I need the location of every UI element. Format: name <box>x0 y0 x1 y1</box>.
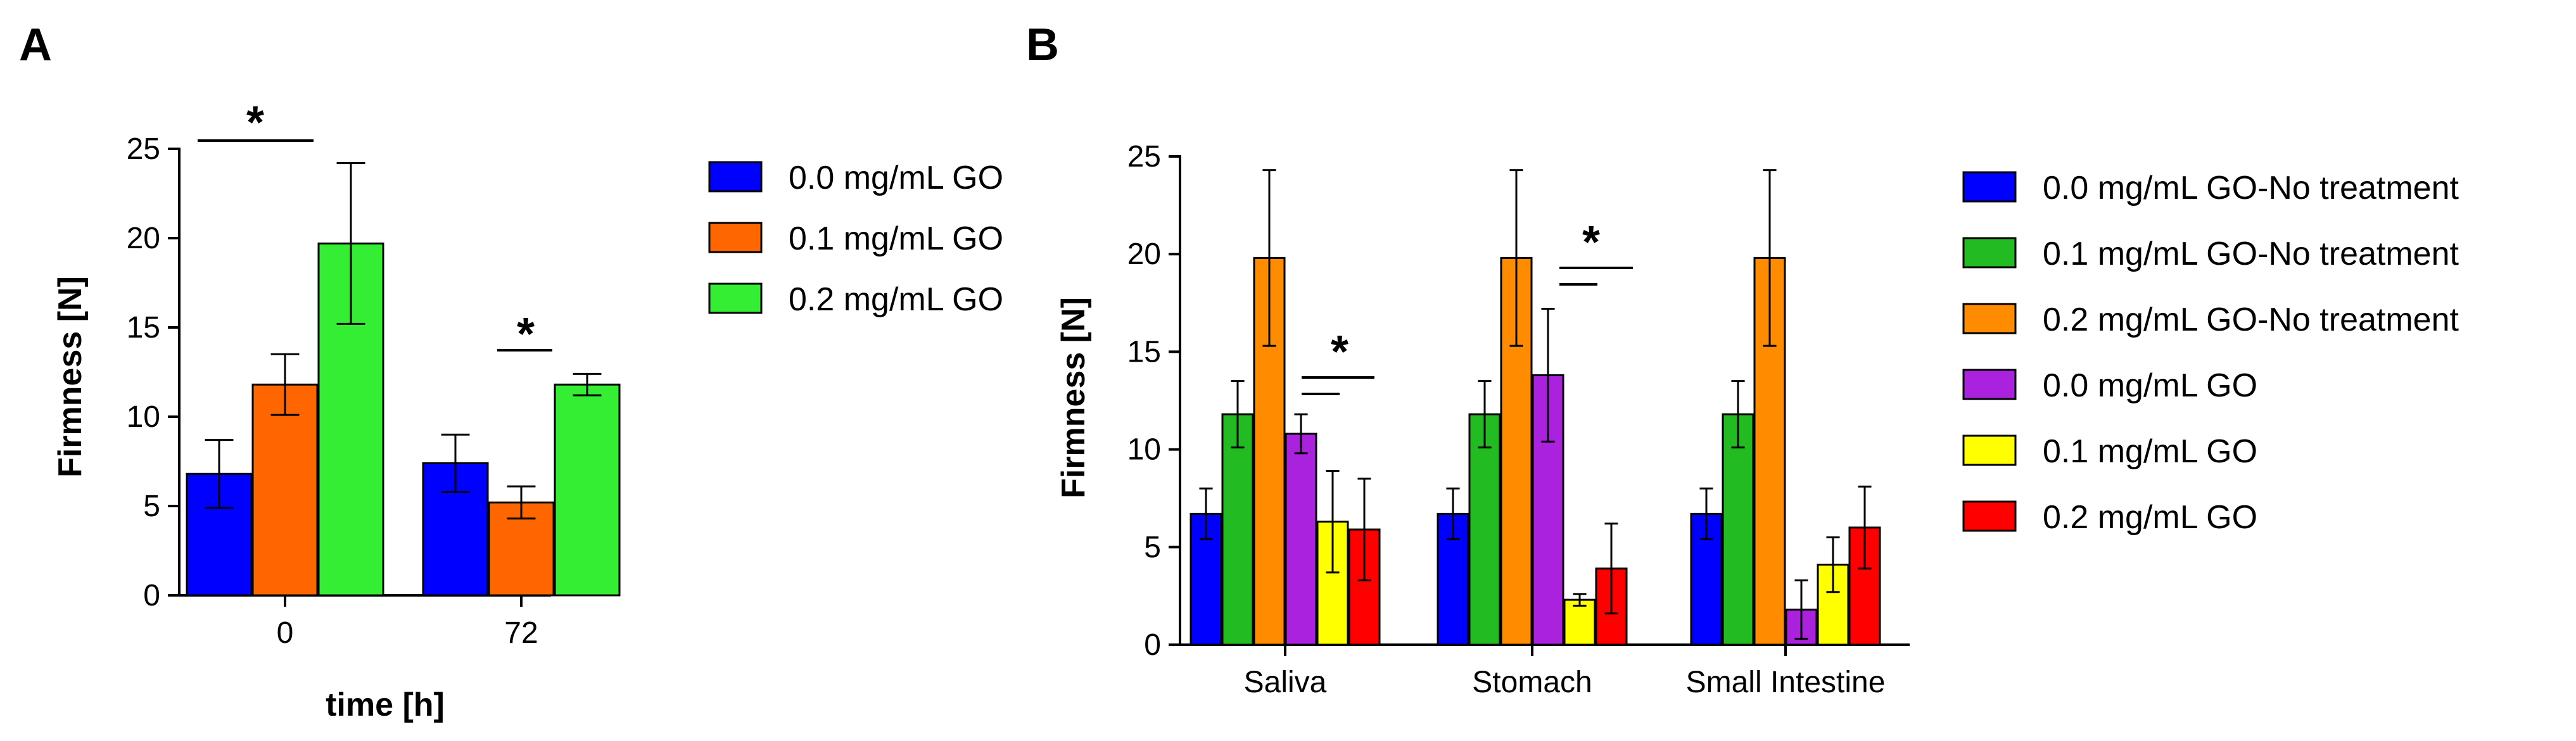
panel-b-legend-label: 0.2 mg/mL GO <box>2043 499 2257 536</box>
panel-a-legend: 0.0 mg/mL GO 0.1 mg/mL GO 0.2 mg/mL GO <box>708 160 1003 318</box>
panel-a-y-tick-label: 5 <box>143 490 160 523</box>
panel-b-y-tick-label: 25 <box>1127 140 1161 174</box>
panel-b-legend-label: 0.0 mg/mL GO <box>2043 367 2257 404</box>
panel-b-y-tick-label: 10 <box>1127 433 1161 467</box>
panel-b-bar <box>1221 413 1254 646</box>
panel-b-legend-label: 0.0 mg/mL GO-No treatment <box>2043 170 2459 206</box>
panel-b-legend: 0.0 mg/mL GO-No treatment 0.1 mg/mL GO-No… <box>1962 170 2459 536</box>
panel-b-legend-swatch <box>1962 303 2017 334</box>
panel-b-legend-label: 0.1 mg/mL GO <box>2043 433 2257 470</box>
panel-b-bar <box>1722 413 1754 646</box>
panel-a-y-tick-label: 20 <box>127 222 160 255</box>
panel-b-legend-label: 0.1 mg/mL GO-No treatment <box>2043 236 2459 272</box>
panel-a-legend-label: 0.1 mg/mL GO <box>789 220 1003 257</box>
panel-b-bar <box>1563 598 1596 646</box>
panel-b-y-tick-label: 5 <box>1144 531 1161 564</box>
panel-b-legend-swatch <box>1962 237 2017 269</box>
panel-b-legend-swatch <box>1962 171 2017 203</box>
panel-a-legend-label: 0.2 mg/mL GO <box>789 281 1003 318</box>
panel-b-bar <box>1285 433 1317 646</box>
chart-panel-b: 0 5 10 15 20 25 Saliva Stomach Small Intestine * * <box>1127 140 1910 699</box>
chart-panel-a: 0 5 10 15 20 25 0 72 * * <box>127 98 621 650</box>
panel-a-legend-swatch <box>708 161 763 193</box>
panel-b-x-tick-label: Saliva <box>1244 666 1327 699</box>
panel-a-y-axis-label: Firmness [N] <box>52 276 89 478</box>
panel-a-y-tick-label: 0 <box>143 579 160 612</box>
panel-b-significance-star: * <box>1582 217 1600 268</box>
panel-b-y-tick-label: 20 <box>1127 238 1161 271</box>
panel-a-x-axis-label: time [h] <box>326 687 445 723</box>
panel-a-x-tick-label: 72 <box>504 616 538 650</box>
panel-a-y-tick-label: 10 <box>127 400 160 434</box>
panel-b-legend-swatch <box>1962 500 2017 532</box>
panel-a-x-tick-label: 0 <box>277 616 294 650</box>
panel-b-legend-swatch <box>1962 369 2017 400</box>
panel-b-legend-label: 0.2 mg/mL GO-No treatment <box>2043 301 2459 338</box>
panel-b-bar <box>1437 512 1469 646</box>
panel-b-y-tick-label: 0 <box>1144 628 1161 662</box>
panel-a-bar <box>251 383 319 597</box>
panel-a-significance-star: * <box>246 98 264 148</box>
panel-b-x-tick-label: Stomach <box>1472 666 1592 699</box>
panel-b-bar <box>1468 413 1501 646</box>
panel-a-bar <box>554 383 621 597</box>
panel-a-y-tick-label: 15 <box>127 311 160 345</box>
panel-b-significance-star: * <box>1331 327 1348 377</box>
panel-label-b: B <box>1026 20 1059 70</box>
panel-a-legend-label: 0.0 mg/mL GO <box>789 160 1003 196</box>
panel-a-significance-star: * <box>517 309 535 360</box>
panel-a-legend-swatch <box>708 222 763 253</box>
panel-b-x-tick-label: Small Intestine <box>1686 666 1886 699</box>
panel-a-y-tick-label: 25 <box>127 132 160 166</box>
panel-b-y-axis-label: Firmness [N] <box>1055 297 1092 498</box>
panel-a-legend-swatch <box>708 282 763 314</box>
panel-label-a: A <box>19 20 52 70</box>
panel-b-legend-swatch <box>1962 434 2017 466</box>
panel-b-y-tick-label: 15 <box>1127 335 1161 369</box>
